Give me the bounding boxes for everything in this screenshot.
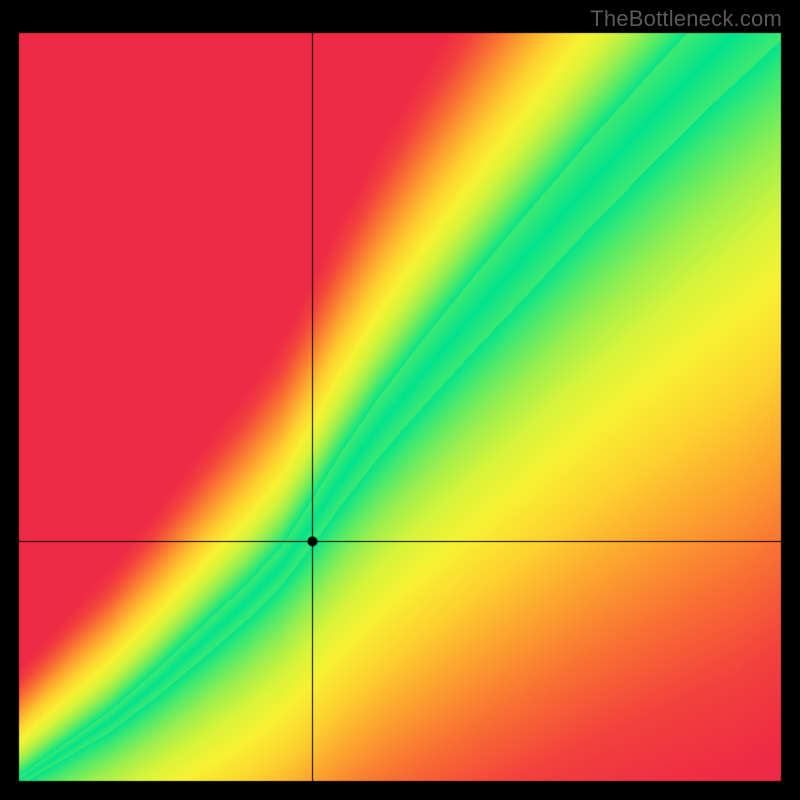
heatmap-canvas (18, 32, 782, 782)
chart-container: TheBottleneck.com (0, 0, 800, 800)
heatmap-plot (18, 32, 782, 782)
watermark-text: TheBottleneck.com (590, 6, 782, 32)
